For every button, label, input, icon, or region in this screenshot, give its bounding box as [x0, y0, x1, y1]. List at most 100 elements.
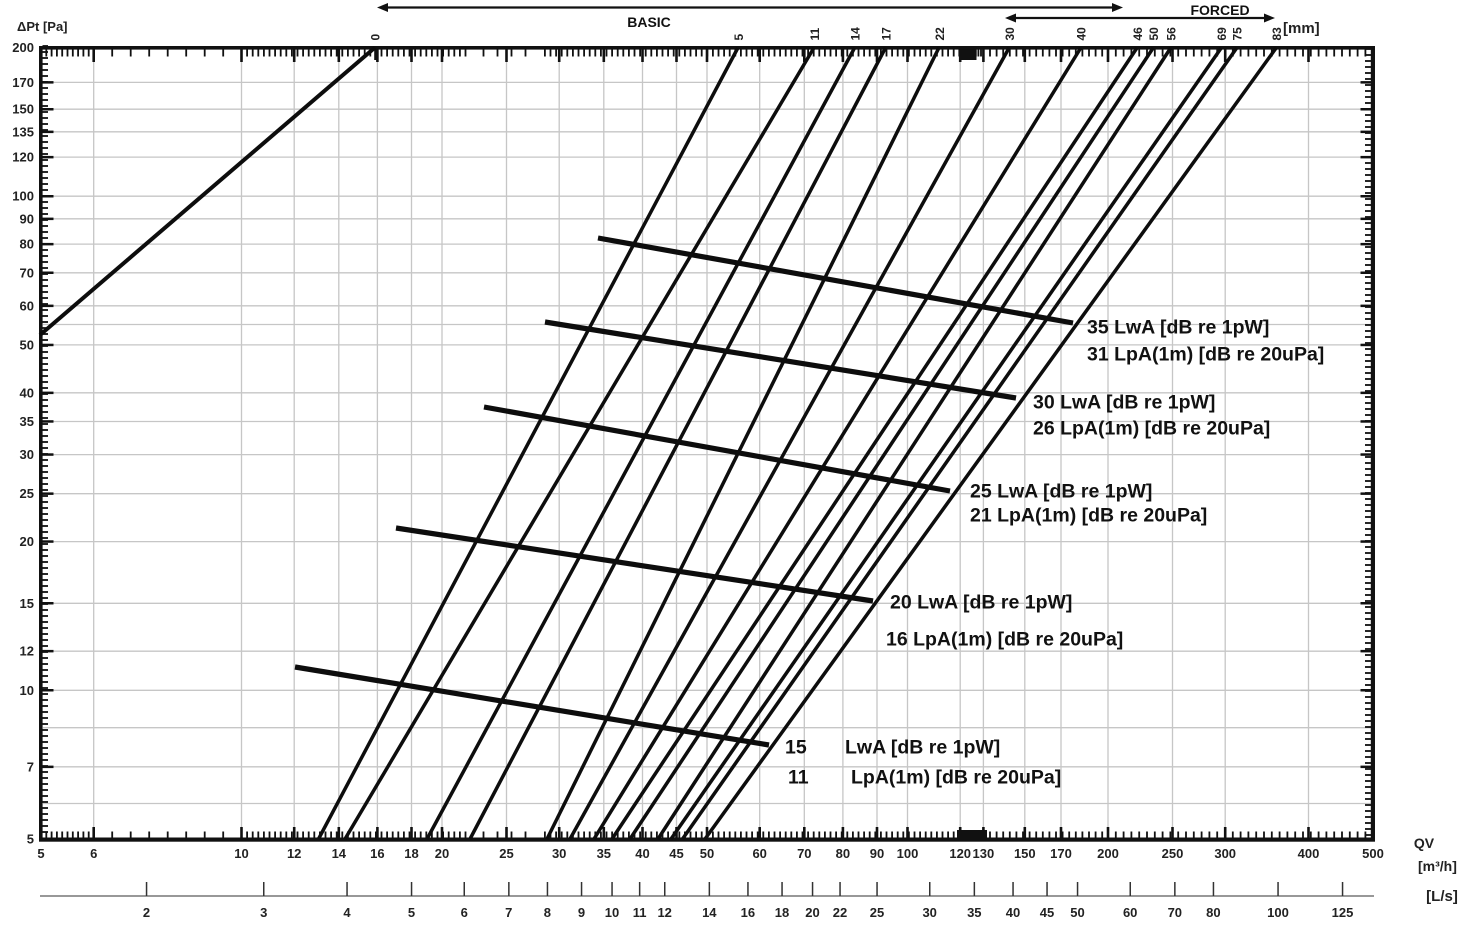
- svg-text:25: 25: [870, 905, 884, 920]
- svg-text:10: 10: [20, 683, 34, 698]
- svg-text:25: 25: [20, 486, 34, 501]
- svg-text:22: 22: [833, 905, 847, 920]
- svg-text:FORCED: FORCED: [1190, 2, 1249, 18]
- svg-text:69: 69: [1215, 27, 1229, 41]
- svg-text:30: 30: [1003, 27, 1017, 41]
- svg-text:30: 30: [20, 447, 34, 462]
- svg-text:70: 70: [1168, 905, 1182, 920]
- svg-text:35: 35: [20, 414, 34, 429]
- svg-text:31 LpA(1m) [dB re 20uPa]: 31 LpA(1m) [dB re 20uPa]: [1087, 344, 1324, 366]
- svg-text:80: 80: [1206, 905, 1220, 920]
- svg-text:14: 14: [702, 905, 717, 920]
- svg-text:12: 12: [657, 905, 671, 920]
- svg-text:30: 30: [922, 905, 936, 920]
- svg-text:6: 6: [461, 905, 468, 920]
- svg-text:12: 12: [287, 846, 301, 861]
- svg-text:125: 125: [1332, 905, 1354, 920]
- svg-text:150: 150: [12, 102, 34, 117]
- svg-text:7: 7: [27, 759, 34, 774]
- svg-text:25: 25: [499, 846, 513, 861]
- svg-text:LpA(1m) [dB re 20uPa]: LpA(1m) [dB re 20uPa]: [851, 767, 1061, 789]
- svg-text:40: 40: [635, 846, 649, 861]
- svg-text:[m³/h]: [m³/h]: [1418, 858, 1457, 874]
- svg-text:4: 4: [343, 905, 351, 920]
- svg-text:3: 3: [260, 905, 267, 920]
- svg-text:26 LpA(1m) [dB re 20uPa]: 26 LpA(1m) [dB re 20uPa]: [1033, 418, 1270, 440]
- svg-text:40: 40: [1075, 27, 1089, 41]
- svg-text:60: 60: [752, 846, 766, 861]
- svg-text:170: 170: [1050, 846, 1072, 861]
- svg-text:70: 70: [20, 265, 34, 280]
- svg-text:14: 14: [849, 27, 863, 41]
- svg-text:200: 200: [12, 40, 34, 55]
- svg-text:LwA [dB re 1pW]: LwA [dB re 1pW]: [845, 737, 1000, 759]
- svg-text:8: 8: [544, 905, 551, 920]
- svg-text:5: 5: [408, 905, 415, 920]
- svg-text:14: 14: [332, 846, 347, 861]
- svg-text:50: 50: [700, 846, 714, 861]
- svg-text:100: 100: [1267, 905, 1289, 920]
- svg-text:20 LwA [dB re 1pW]: 20 LwA [dB re 1pW]: [890, 592, 1072, 614]
- svg-text:120: 120: [949, 846, 971, 861]
- svg-text:40: 40: [1006, 905, 1020, 920]
- svg-text:50: 50: [20, 337, 34, 352]
- svg-text:15: 15: [20, 596, 34, 611]
- svg-text:18: 18: [775, 905, 789, 920]
- svg-text:16: 16: [370, 846, 384, 861]
- svg-text:22: 22: [933, 27, 947, 41]
- svg-text:100: 100: [12, 189, 34, 204]
- svg-text:[mm]: [mm]: [1283, 20, 1320, 37]
- svg-text:20: 20: [20, 534, 34, 549]
- svg-text:18: 18: [404, 846, 418, 861]
- svg-text:10: 10: [234, 846, 248, 861]
- svg-text:20: 20: [805, 905, 819, 920]
- svg-text:35 LwA [dB re 1pW]: 35 LwA [dB re 1pW]: [1087, 317, 1269, 339]
- svg-text:80: 80: [20, 237, 34, 252]
- svg-text:12: 12: [20, 644, 34, 659]
- svg-text:20: 20: [435, 846, 449, 861]
- svg-text:QV: QV: [1414, 835, 1435, 851]
- svg-text:100: 100: [897, 846, 919, 861]
- svg-text:90: 90: [870, 846, 884, 861]
- svg-text:16 LpA(1m) [dB re 20uPa]: 16 LpA(1m) [dB re 20uPa]: [886, 629, 1123, 651]
- svg-text:30: 30: [552, 846, 566, 861]
- svg-text:75: 75: [1231, 27, 1245, 41]
- svg-text:15: 15: [785, 737, 807, 759]
- svg-text:ΔPt [Pa]: ΔPt [Pa]: [17, 19, 68, 34]
- svg-text:500: 500: [1362, 846, 1384, 861]
- svg-text:0: 0: [369, 34, 383, 41]
- svg-text:5: 5: [27, 832, 34, 847]
- svg-text:46: 46: [1131, 27, 1145, 41]
- svg-text:17: 17: [879, 27, 893, 41]
- svg-text:170: 170: [12, 75, 34, 90]
- svg-text:10: 10: [605, 905, 619, 920]
- svg-text:60: 60: [1123, 905, 1137, 920]
- svg-text:50: 50: [1070, 905, 1084, 920]
- svg-text:9: 9: [578, 905, 585, 920]
- svg-text:50: 50: [1147, 27, 1161, 41]
- svg-text:150: 150: [1014, 846, 1036, 861]
- svg-text:70: 70: [797, 846, 811, 861]
- svg-text:11: 11: [808, 27, 822, 40]
- svg-text:2: 2: [143, 905, 150, 920]
- svg-text:400: 400: [1298, 846, 1320, 861]
- svg-text:30 LwA [dB re 1pW]: 30 LwA [dB re 1pW]: [1033, 392, 1215, 414]
- svg-text:83: 83: [1270, 27, 1284, 41]
- svg-text:21 LpA(1m) [dB re 20uPa]: 21 LpA(1m) [dB re 20uPa]: [970, 505, 1207, 527]
- svg-text:80: 80: [836, 846, 850, 861]
- svg-text:300: 300: [1214, 846, 1236, 861]
- svg-text:35: 35: [967, 905, 981, 920]
- svg-text:11: 11: [633, 905, 647, 920]
- svg-text:130: 130: [973, 846, 995, 861]
- svg-text:BASIC: BASIC: [627, 14, 671, 30]
- svg-text:40: 40: [20, 385, 34, 400]
- svg-text:45: 45: [1040, 905, 1054, 920]
- svg-text:135: 135: [12, 124, 34, 139]
- svg-text:45: 45: [669, 846, 683, 861]
- svg-text:250: 250: [1162, 846, 1184, 861]
- svg-text:60: 60: [20, 298, 34, 313]
- svg-text:7: 7: [505, 905, 512, 920]
- svg-text:5: 5: [37, 846, 44, 861]
- svg-text:120: 120: [12, 150, 34, 165]
- svg-text:11: 11: [788, 767, 809, 789]
